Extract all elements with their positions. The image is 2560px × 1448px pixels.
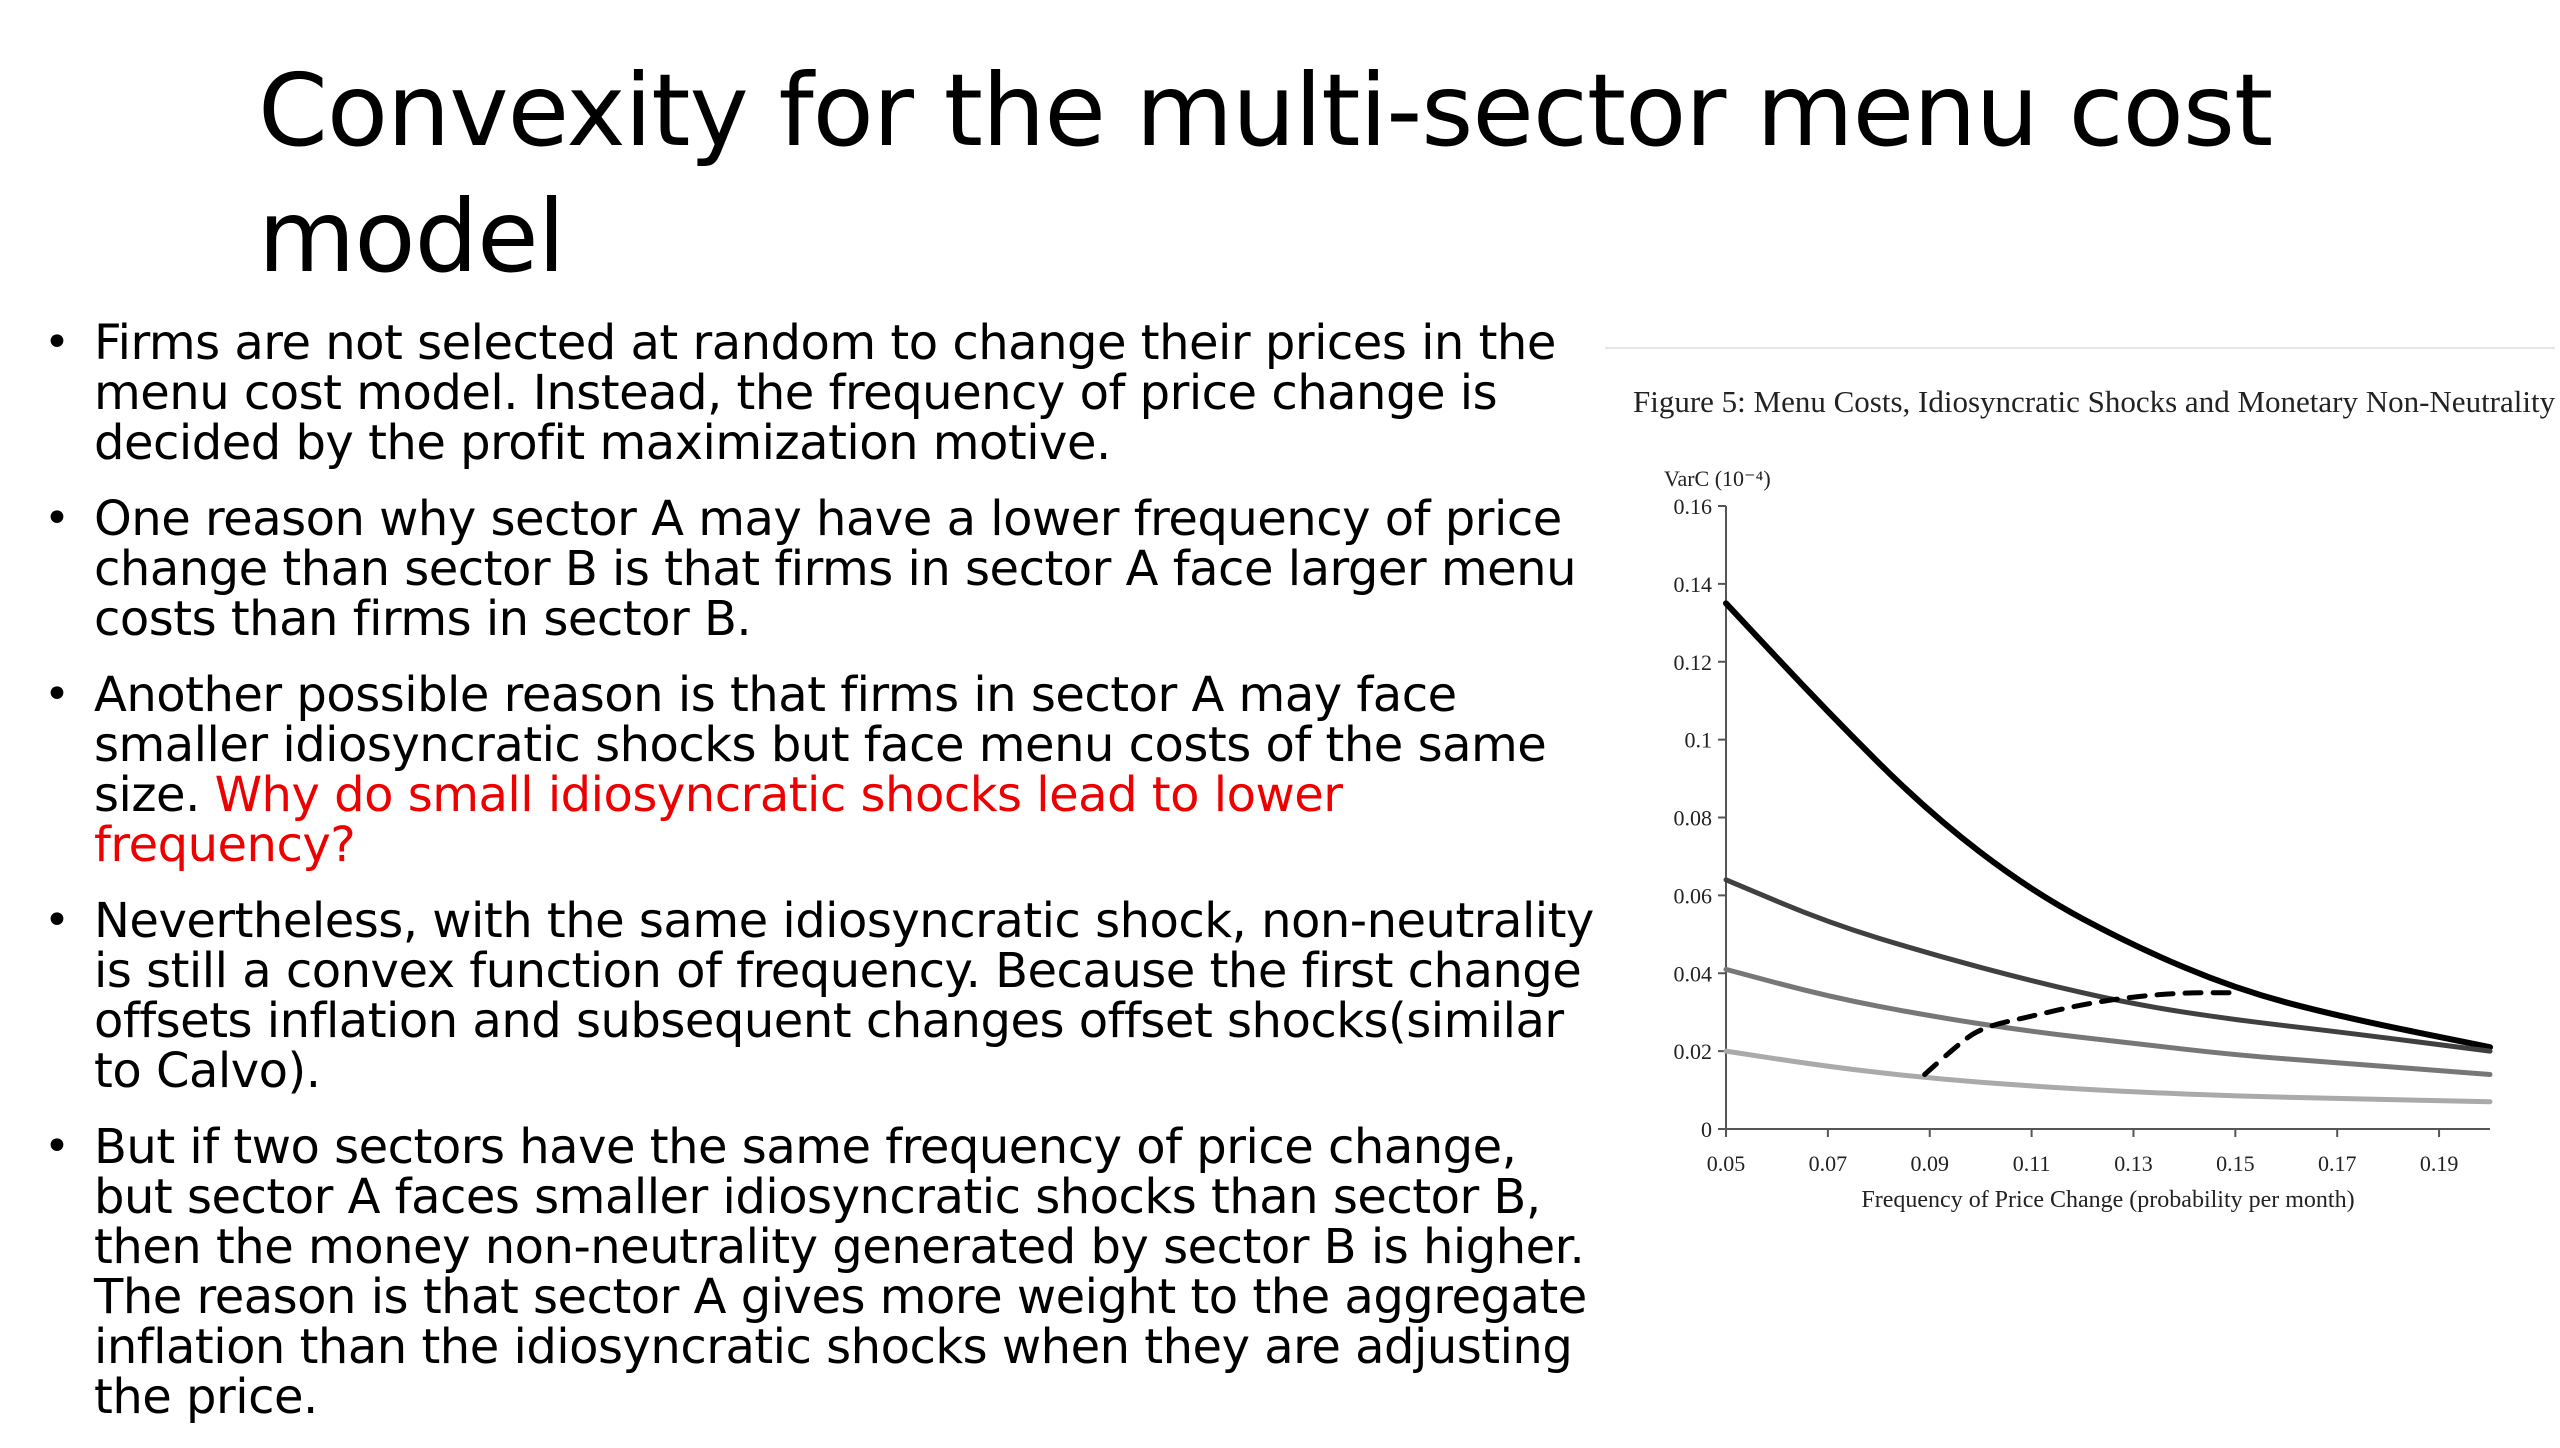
bullet-text: One reason why sector A may have a lower…: [94, 491, 1577, 647]
bullet-item: Nevertheless, with the same idiosyncrati…: [44, 896, 1604, 1096]
chart-title: Figure 5: Menu Costs, Idiosyncratic Shoc…: [1633, 384, 2556, 419]
x-tick-label: 0.13: [2114, 1151, 2153, 1176]
dashed-series-line: [1922, 990, 2238, 1077]
x-tick-label: 0.17: [2318, 1151, 2357, 1176]
y-tick-label: 0: [1701, 1117, 1712, 1142]
x-tick-label: 0.09: [1910, 1151, 1949, 1176]
bullet-item: But if two sectors have the same frequen…: [44, 1122, 1604, 1422]
bullet-text: But if two sectors have the same frequen…: [94, 1119, 1587, 1425]
figure-divider: [1605, 347, 2555, 349]
y-tick-label: 0.12: [1674, 650, 1713, 675]
y-tick-label: 0.16: [1674, 494, 1713, 519]
y-axis-label: VarC (10⁻⁴): [1664, 466, 1771, 491]
bullet-item: Another possible reason is that firms in…: [44, 670, 1604, 870]
bullet-item: One reason why sector A may have a lower…: [44, 494, 1604, 644]
series-line-1: [1723, 600, 2493, 1051]
series-line-2: [1723, 877, 2493, 1054]
y-tick-label: 0.14: [1674, 572, 1713, 597]
y-tick-label: 0.06: [1674, 883, 1713, 908]
bullet-text: Another possible reason is that firms in…: [94, 667, 1547, 823]
bullet-text: Nevertheless, with the same idiosyncrati…: [94, 893, 1594, 1099]
series-line-4: [1723, 1048, 2493, 1105]
bullet-item: Firms are not selected at random to chan…: [44, 318, 1604, 468]
y-tick-label: 0.02: [1674, 1039, 1713, 1064]
y-tick-label: 0.1: [1685, 728, 1713, 753]
x-tick-label: 0.11: [2013, 1151, 2051, 1176]
slide-title: Convexity for the multi-sector menu cost…: [258, 52, 2273, 295]
series-line-3: [1723, 966, 2493, 1077]
x-axis-label: Frequency of Price Change (probability p…: [1861, 1187, 2354, 1213]
x-tick-label: 0.07: [1809, 1151, 1848, 1176]
bullet-highlight-question: Why do small idiosyncratic shocks lead t…: [94, 767, 1343, 873]
y-tick-label: 0.08: [1674, 806, 1713, 831]
x-tick-label: 0.05: [1707, 1151, 1746, 1176]
bullet-text: Firms are not selected at random to chan…: [94, 315, 1556, 471]
bullet-list: Firms are not selected at random to chan…: [44, 318, 1604, 1448]
y-tick-label: 0.04: [1674, 961, 1713, 986]
line-chart: 0 0.02 0.04 0.06 0.08 0.1 0.12 0.14 0.16 0.05 0.07…: [1664, 466, 2493, 1213]
x-tick-label: 0.19: [2420, 1151, 2459, 1176]
x-tick-label: 0.15: [2216, 1151, 2255, 1176]
